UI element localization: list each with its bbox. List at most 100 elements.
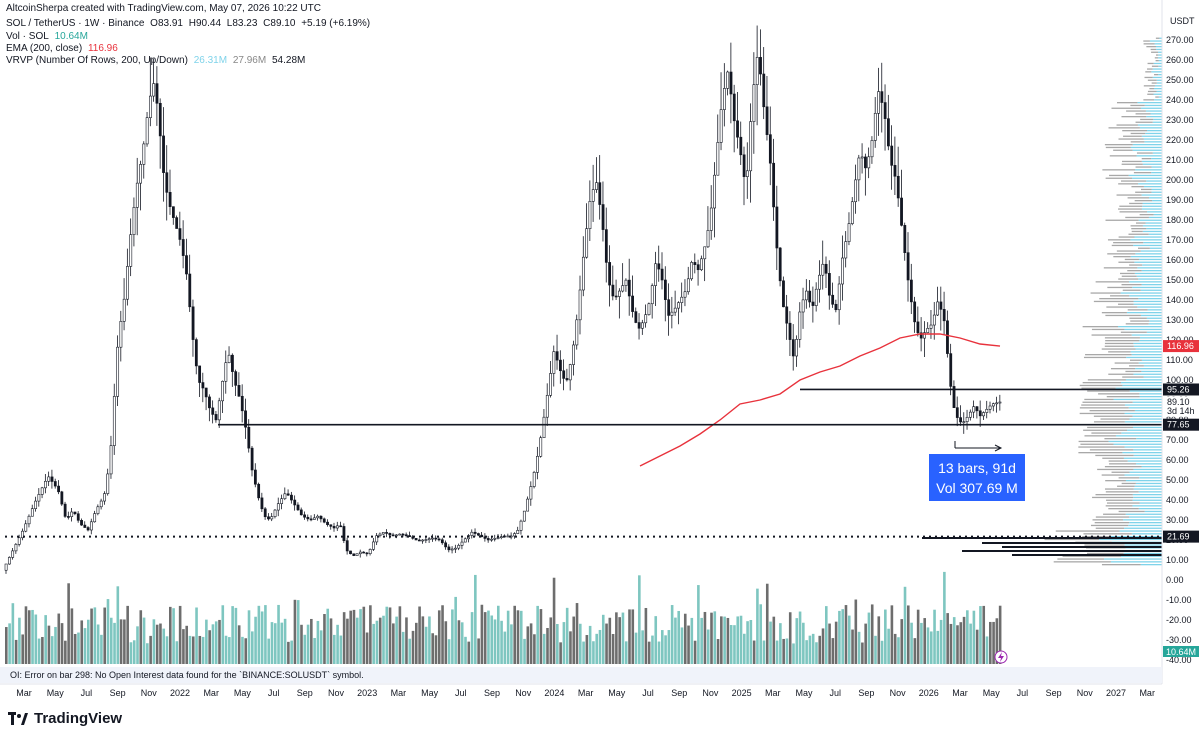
level-price-label-bg [1163, 530, 1199, 543]
vrvp-down-bar [1104, 144, 1133, 146]
vrvp-up-bar [1099, 538, 1162, 541]
candle-body [683, 291, 687, 298]
measure-box[interactable]: 13 bars, 91d Vol 307.69 M [929, 454, 1025, 501]
vrvp-down-bar [1137, 247, 1150, 249]
volume-bar [989, 621, 992, 664]
vrvp-down-bar [1090, 292, 1121, 294]
volume-bar [536, 605, 539, 664]
candle-body [378, 533, 382, 536]
vrvp-up-bar [1124, 404, 1162, 406]
vrvp-up-bar [1135, 482, 1162, 485]
vrvp-up-bar [1115, 435, 1162, 437]
candle-body [736, 120, 739, 138]
vrvp-up-bar [1138, 183, 1162, 185]
volume-bar [169, 606, 172, 664]
candle-body [431, 537, 434, 540]
vrvp-up-bar [1139, 393, 1162, 395]
vrvp-down-bar [1151, 82, 1157, 84]
volume-bar [329, 618, 333, 664]
candle-body [742, 154, 746, 177]
volume-legend[interactable]: Vol · SOL 10.64M [6, 31, 91, 42]
vrvp-down-bar [1113, 256, 1131, 258]
vrvp-up-bar [1129, 516, 1162, 518]
candle-body [946, 320, 949, 354]
candle-body [909, 279, 913, 303]
volume-bar [579, 623, 582, 664]
vrvp-up-bar [1127, 429, 1162, 431]
vrvp-up-bar [1150, 113, 1162, 115]
price-tick-label: 130.00 [1166, 315, 1194, 325]
vrvp-up-bar [1138, 219, 1162, 221]
volume-bar [854, 599, 858, 664]
vrvp-legend[interactable]: VRVP (Number Of Rows, 200, Up/Down) 26.3… [6, 55, 308, 66]
volume-bar [690, 617, 694, 664]
symbol-legend[interactable]: SOL / TetherUS · 1W · Binance O83.91 H90… [6, 18, 373, 29]
vrvp-up-bar [1153, 214, 1162, 216]
time-tick-label: Mar [765, 688, 781, 698]
tradingview-brand[interactable]: TradingView [8, 710, 122, 727]
time-tick-label: May [47, 688, 65, 698]
candle-body [759, 57, 762, 75]
volume-bar [490, 615, 494, 664]
volume-bar [54, 626, 57, 664]
candle-body [841, 257, 844, 285]
time-tick-label: Jul [455, 688, 467, 698]
candle-body [870, 140, 874, 158]
candle-body [493, 538, 497, 540]
vrvp-up-bar [1142, 230, 1162, 233]
vrvp-down-bar [1149, 88, 1155, 90]
vrvp-down-bar [1089, 449, 1134, 451]
vrvp-down-bar [1085, 354, 1132, 356]
volume-bar [775, 640, 779, 664]
volume-bar [149, 635, 152, 664]
vrvp-down-bar [1155, 60, 1159, 62]
candle-body [162, 135, 165, 173]
volume-bar [969, 623, 972, 664]
vrvp-up-bar [1154, 85, 1162, 87]
vrvp-up-bar [1130, 351, 1162, 353]
volume-bar [575, 603, 579, 664]
candle-body [936, 301, 940, 316]
price-tick-label: 270.00 [1166, 35, 1194, 45]
price-tick-label: -10.00 [1166, 595, 1192, 605]
candle-body [17, 537, 21, 545]
vrvp-down-bar [1121, 180, 1147, 182]
candle-body [76, 513, 80, 521]
vrvp-down-bar [1116, 124, 1138, 126]
volume-bar [562, 622, 566, 664]
ema-legend[interactable]: EMA (200, close) 116.96 [6, 43, 121, 54]
price-tick-label: 230.00 [1166, 115, 1194, 125]
candle-body [831, 294, 835, 305]
candle-body [575, 319, 579, 346]
price-tick-label: 110.00 [1166, 355, 1193, 365]
volume-bar [805, 640, 808, 664]
volume-bar [651, 635, 654, 664]
vrvp-up-bar [1143, 242, 1162, 244]
vrvp-up-bar [1143, 376, 1162, 378]
candle-body [591, 189, 595, 202]
candle-body [188, 273, 192, 308]
candle-body [513, 533, 516, 537]
candle-body [388, 532, 392, 536]
vrvp-down-bar [1143, 85, 1155, 87]
price-tick-label: 160.00 [1166, 255, 1194, 265]
candle-body [185, 255, 188, 275]
ohlc-change: +5.19 (+6.19%) [301, 18, 371, 29]
volume-bar [526, 626, 530, 664]
vrvp-up-bar [1139, 258, 1162, 261]
candle-body [660, 268, 664, 281]
vrvp-up-bar [1124, 544, 1162, 546]
vrvp-up-bar [1132, 499, 1162, 501]
candle-body [601, 204, 605, 230]
vrvp-down-bar [1083, 356, 1127, 359]
vrvp-down-bar [1121, 116, 1147, 118]
vrvp-down-bar [1106, 499, 1133, 501]
vrvp-up-bar [1141, 194, 1162, 196]
vrvp-up-bar [1136, 275, 1162, 277]
vrvp-down-bar [1105, 314, 1141, 317]
candle-body [552, 351, 556, 374]
volume-bar [510, 624, 513, 664]
candle-body [654, 263, 657, 286]
vrvp-up-bar [1137, 306, 1162, 308]
